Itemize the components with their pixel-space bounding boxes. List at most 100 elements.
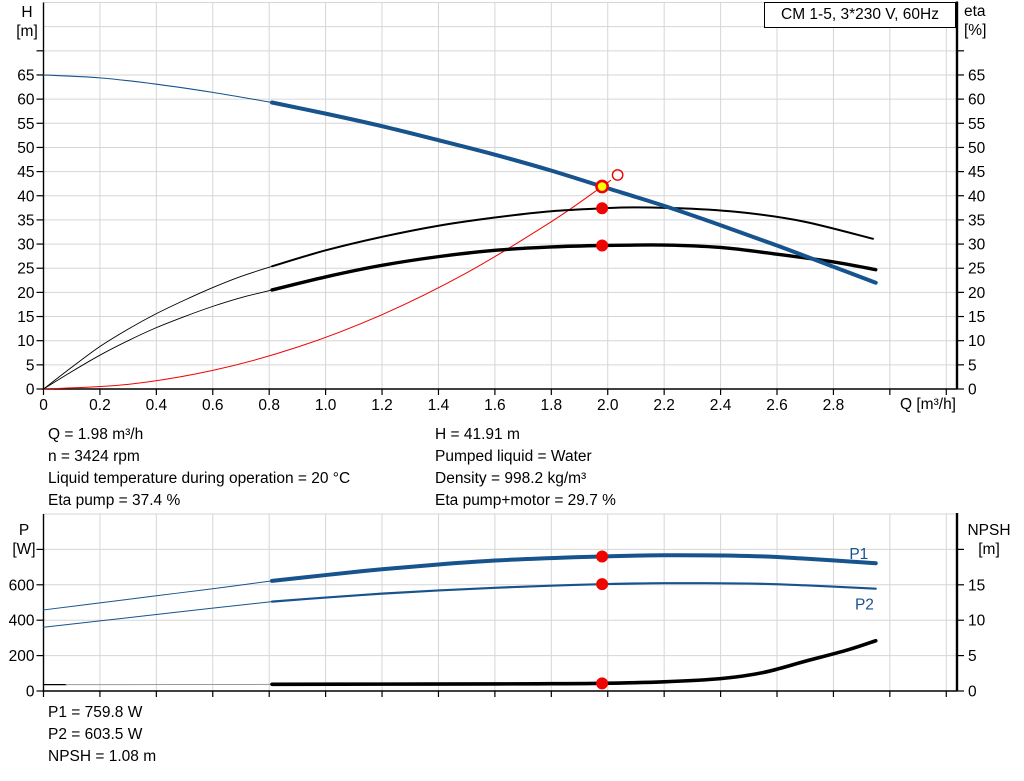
axes: 0 200 400 600 0 5 10 15	[9, 513, 986, 701]
annotation-flow: Q = 1.98 m³/h	[48, 426, 144, 443]
svg-text:2.8: 2.8	[823, 397, 845, 414]
power-axis-name: P	[18, 522, 30, 539]
p2-curve-extension	[43, 601, 273, 628]
head-axis-name: H	[21, 4, 33, 21]
svg-text:15: 15	[968, 577, 985, 594]
duty-point[interactable]	[595, 179, 609, 194]
svg-text:10: 10	[968, 613, 986, 630]
svg-text:35: 35	[17, 212, 34, 229]
annotation-p1: P1 = 759.8 W	[48, 704, 143, 721]
svg-text:65: 65	[968, 67, 985, 84]
svg-text:35: 35	[968, 212, 985, 229]
eta-pump-point	[596, 202, 609, 215]
p2-curve	[270, 582, 877, 603]
svg-text:65: 65	[17, 67, 34, 84]
svg-text:55: 55	[17, 116, 34, 133]
power-axis-unit: [W]	[12, 541, 36, 558]
p2-curve-label: P2	[855, 596, 874, 613]
svg-text:30: 30	[968, 237, 986, 254]
eta-axis-label: eta [%]	[964, 2, 1010, 40]
svg-text:5: 5	[968, 357, 977, 374]
p1-curve-label: P1	[849, 546, 868, 563]
head-axis-unit: [m]	[16, 23, 38, 40]
svg-text:2.0: 2.0	[597, 397, 619, 414]
npsh-axis-label: NPSH [m]	[960, 521, 1018, 559]
svg-text:0: 0	[968, 382, 977, 399]
alt-duty-point	[611, 169, 624, 181]
svg-text:200: 200	[9, 648, 35, 665]
gridlines	[43, 2, 957, 389]
p2-point	[596, 578, 609, 591]
pump-title: CM 1-5, 3*230 V, 60Hz	[764, 2, 956, 28]
pump-curve	[270, 100, 878, 285]
svg-text:1.0: 1.0	[315, 397, 337, 414]
svg-text:400: 400	[9, 613, 35, 630]
svg-text:40: 40	[17, 188, 35, 205]
annotation-p2: P2 = 603.5 W	[48, 726, 143, 743]
power-axis-label: P [W]	[6, 521, 42, 559]
svg-text:0: 0	[39, 397, 48, 414]
flow-axis-label: Q [m³/h]	[900, 396, 956, 413]
svg-text:55: 55	[968, 116, 985, 133]
svg-text:40: 40	[968, 188, 986, 205]
eta-pump-motor-curve-extension	[43, 289, 273, 390]
duty-annotations-right: H = 41.91 m Pumped liquid = Water Densit…	[435, 424, 616, 512]
svg-text:2.6: 2.6	[766, 397, 788, 414]
svg-text:2.2: 2.2	[653, 397, 675, 414]
svg-text:1.2: 1.2	[371, 397, 393, 414]
eta-axis-unit: [%]	[964, 22, 987, 39]
eta-pump-curve	[271, 206, 874, 268]
svg-text:10: 10	[968, 333, 986, 350]
power-annotations: P1 = 759.8 W P2 = 603.5 W NPSH = 1.08 m	[48, 702, 156, 768]
svg-text:10: 10	[17, 333, 35, 350]
svg-text:50: 50	[17, 140, 35, 157]
svg-text:25: 25	[17, 261, 34, 278]
svg-text:30: 30	[17, 237, 35, 254]
axes: 0 0.2 0.4 0.6 0.8 1.0 1.2 1.4 1.6 1.8 2.0 2.2 2.4 2.6…	[17, 1, 986, 414]
npsh-axis-unit: [m]	[978, 541, 1000, 558]
pump-curve-extension	[42, 74, 273, 104]
npsh-axis-name: NPSH	[967, 522, 1011, 539]
eta-pump-motor-point	[596, 239, 609, 252]
eta-axis-name: eta	[964, 3, 986, 20]
svg-text:50: 50	[968, 140, 986, 157]
svg-text:1.8: 1.8	[541, 397, 563, 414]
head-axis-label: H [m]	[10, 3, 44, 41]
p1-curve-extension	[43, 580, 273, 611]
annotation-pumped-liquid: Pumped liquid = Water	[435, 448, 592, 465]
svg-text:5: 5	[26, 357, 35, 374]
svg-text:45: 45	[968, 164, 985, 181]
npsh-point	[596, 677, 609, 690]
annotation-speed: n = 3424 rpm	[48, 448, 140, 465]
p1-curve	[270, 553, 878, 583]
eta-pump-curve-extension	[43, 265, 273, 390]
svg-text:0.2: 0.2	[89, 397, 111, 414]
svg-text:45: 45	[17, 164, 34, 181]
svg-text:0: 0	[26, 684, 35, 701]
annotation-head: H = 41.91 m	[435, 426, 520, 443]
svg-text:0.8: 0.8	[258, 397, 280, 414]
gridlines	[43, 513, 957, 691]
svg-text:25: 25	[968, 261, 985, 278]
chart-1: 0 200 400 600 0 5 10 15 P1 P2	[9, 513, 986, 701]
svg-text:20: 20	[17, 285, 35, 302]
annotation-eta-pump-motor: Eta pump+motor = 29.7 %	[435, 492, 616, 509]
svg-text:600: 600	[9, 577, 35, 594]
npsh-curve	[270, 638, 878, 687]
svg-text:0: 0	[26, 382, 35, 399]
svg-text:0.6: 0.6	[202, 397, 224, 414]
annotation-liquid-temperature: Liquid temperature during operation = 20…	[48, 470, 351, 487]
svg-text:2.4: 2.4	[710, 397, 732, 414]
duty-annotations-left: Q = 1.98 m³/h n = 3424 rpm Liquid temper…	[48, 424, 350, 512]
svg-text:5: 5	[968, 648, 977, 665]
chart-0: 0 0.2 0.4 0.6 0.8 1.0 1.2 1.4 1.6 1.8 2.0 2.2 2.4 2.6…	[17, 1, 986, 414]
svg-text:1.4: 1.4	[428, 397, 450, 414]
svg-text:0: 0	[968, 684, 977, 701]
system-curve	[43, 179, 612, 390]
annotation-eta-pump: Eta pump = 37.4 %	[48, 492, 181, 509]
eta-pump-motor-curve	[270, 243, 878, 292]
svg-text:60: 60	[968, 92, 986, 109]
svg-text:1.6: 1.6	[484, 397, 506, 414]
